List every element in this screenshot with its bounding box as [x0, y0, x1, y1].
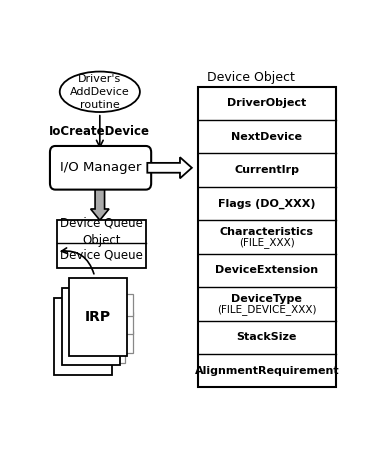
- Text: Device Queue
Object: Device Queue Object: [60, 217, 143, 247]
- Polygon shape: [91, 183, 109, 220]
- Bar: [54, 298, 112, 375]
- Text: CurrentIrp: CurrentIrp: [234, 165, 299, 175]
- Text: (FILE_DEVICE_XXX): (FILE_DEVICE_XXX): [217, 304, 316, 315]
- Text: AlignmentRequirement: AlignmentRequirement: [195, 366, 339, 376]
- Bar: [120, 312, 133, 334]
- Text: Device Queue: Device Queue: [60, 249, 143, 262]
- Text: Flags (DO_XXX): Flags (DO_XXX): [218, 198, 316, 209]
- Text: NextDevice: NextDevice: [231, 132, 302, 142]
- Bar: [112, 322, 125, 343]
- Text: DeviceType: DeviceType: [231, 294, 302, 304]
- Text: StackSize: StackSize: [237, 332, 297, 342]
- Text: IoCreateDevice: IoCreateDevice: [49, 125, 150, 138]
- Text: IRP: IRP: [85, 310, 111, 324]
- Text: Driver's
AddDevice
routine: Driver's AddDevice routine: [70, 74, 130, 110]
- FancyBboxPatch shape: [50, 146, 151, 190]
- Bar: [57, 220, 146, 268]
- Text: I/O Manager: I/O Manager: [60, 161, 141, 174]
- Bar: [120, 294, 133, 316]
- Ellipse shape: [60, 72, 140, 112]
- Bar: [120, 331, 133, 353]
- Text: Characteristics: Characteristics: [220, 228, 314, 237]
- Bar: [69, 278, 126, 356]
- Text: DeviceExtension: DeviceExtension: [215, 266, 318, 276]
- Polygon shape: [147, 157, 192, 178]
- Bar: [198, 86, 336, 388]
- Bar: [112, 341, 125, 363]
- Text: Device Object: Device Object: [207, 71, 295, 84]
- Text: DriverObject: DriverObject: [227, 98, 306, 108]
- Bar: [62, 288, 120, 365]
- Bar: [112, 304, 125, 325]
- Text: (FILE_XXX): (FILE_XXX): [239, 238, 295, 248]
